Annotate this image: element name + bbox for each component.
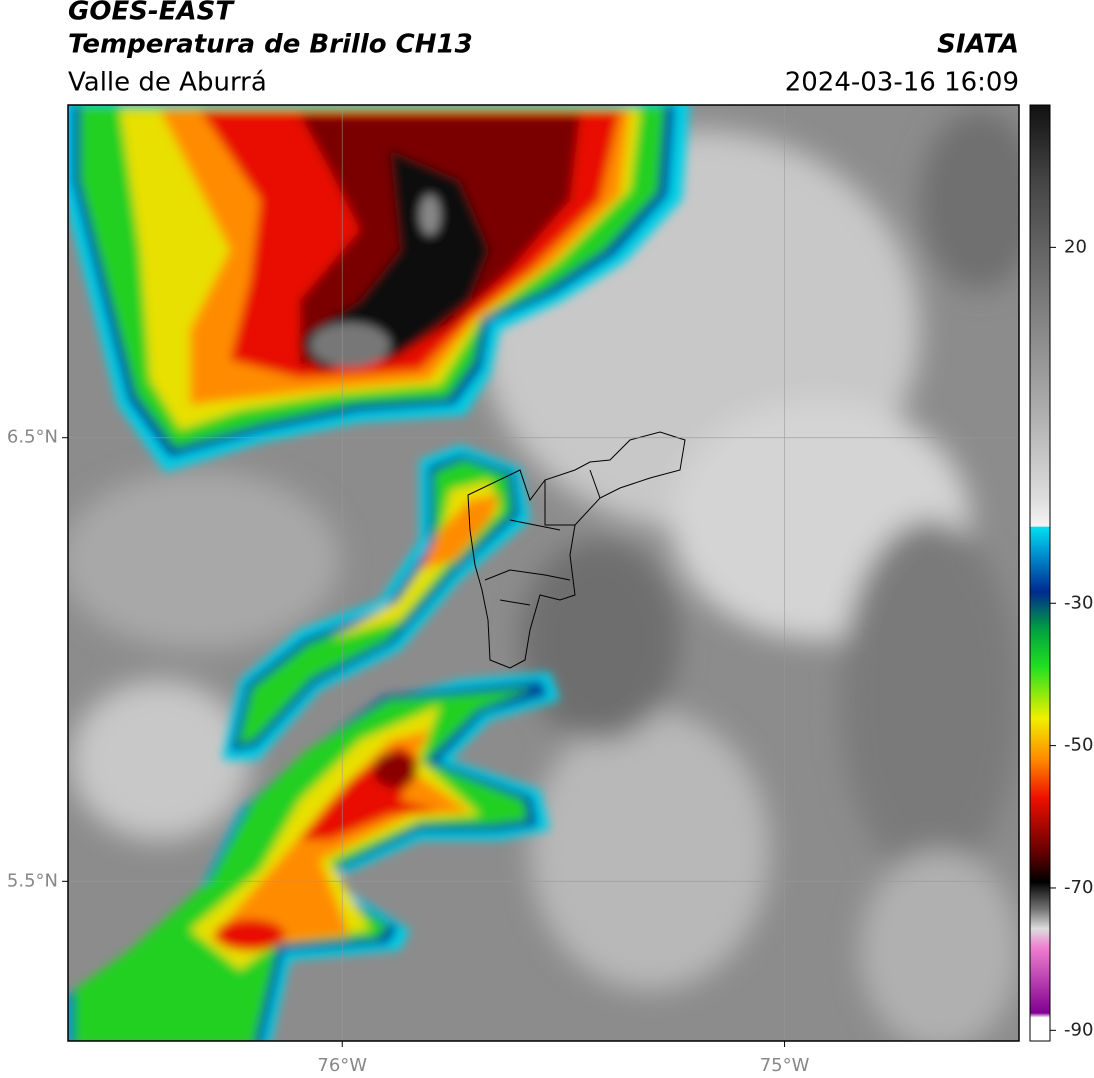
colorbar-tick-label: -50 — [1064, 735, 1093, 756]
satellite-image — [68, 105, 1019, 1041]
subtitle: Temperatura de Brillo CH13 — [68, 30, 473, 60]
colorbar-tick-label: -90 — [1064, 1019, 1093, 1040]
colorbar-tick-label: -30 — [1064, 592, 1093, 613]
colorbar-tick-label: 20 — [1064, 236, 1087, 257]
region: Valle de Aburrá — [68, 68, 267, 98]
datetime: 2024-03-16 16:09 — [785, 68, 1019, 98]
y-tick-label: 5.5°N — [7, 870, 58, 891]
y-tick-label: 6.5°N — [7, 427, 58, 448]
x-tick-label: 76°W — [317, 1055, 367, 1076]
municipal-boundaries — [467, 431, 686, 669]
map-frame — [67, 104, 1020, 1042]
graticule — [68, 105, 1019, 1041]
title: GOES-EAST — [68, 0, 235, 27]
colorbar-tick-label: -70 — [1064, 877, 1093, 898]
x-tick-label: 75°W — [760, 1055, 810, 1076]
source: SIATA — [937, 30, 1019, 60]
colorbar — [1029, 104, 1051, 1042]
